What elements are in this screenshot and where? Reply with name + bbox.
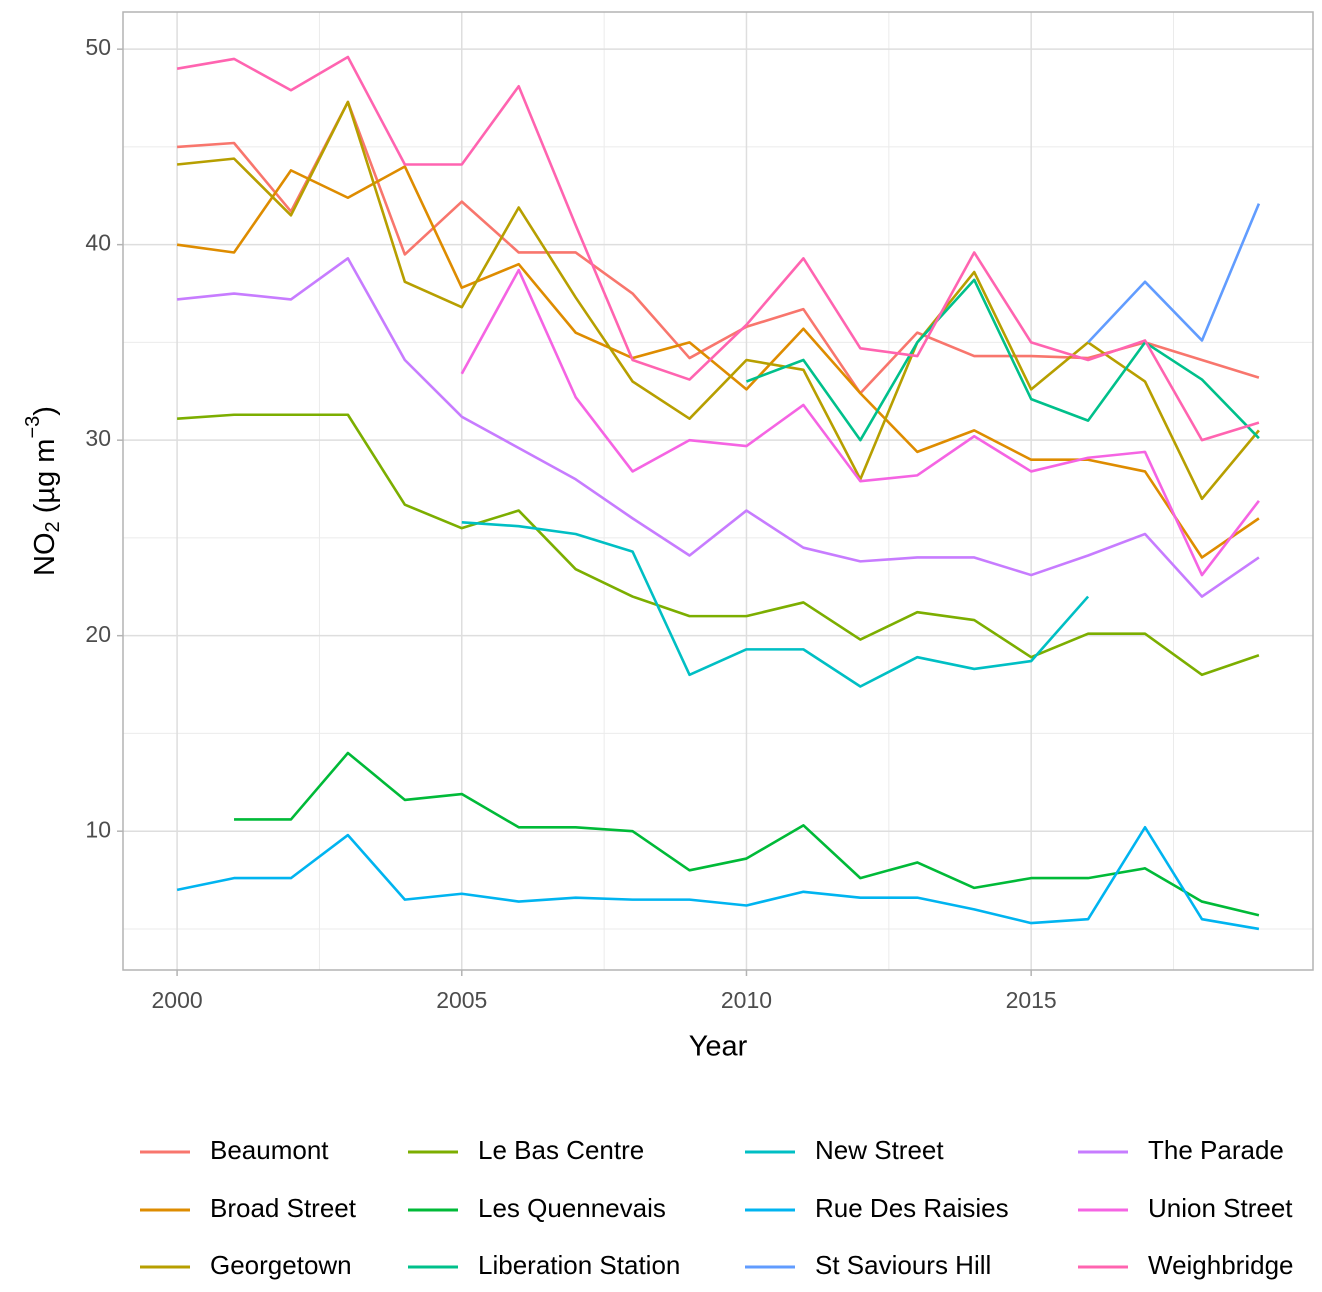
series-line	[461, 520, 1090, 688]
legend-label: Beaumont	[210, 1135, 329, 1165]
series-line	[176, 257, 1260, 598]
legend-label: St Saviours Hill	[815, 1250, 991, 1280]
series-line	[176, 55, 1260, 442]
x-axis-title: Year	[689, 1031, 748, 1063]
legend-label: New Street	[815, 1135, 944, 1165]
y-tick-label: 30	[85, 425, 111, 451]
legend-label: Union Street	[1148, 1193, 1293, 1223]
y-tick-label: 40	[85, 230, 111, 256]
series-line	[746, 278, 1260, 442]
series-line	[1087, 203, 1261, 344]
x-tick-label: 2000	[152, 987, 203, 1013]
y-tick-label: 10	[85, 816, 111, 842]
legend-label: Georgetown	[210, 1250, 352, 1280]
series-line	[460, 268, 1260, 577]
y-tick-label: 50	[85, 34, 111, 60]
legend-label: Liberation Station	[478, 1250, 680, 1280]
series-line	[176, 825, 1260, 931]
series-line	[177, 413, 1260, 677]
x-tick-label: 2005	[436, 987, 487, 1013]
panel-border	[122, 11, 1314, 971]
series-line	[176, 100, 1260, 501]
x-tick-label: 2010	[721, 987, 772, 1013]
y-tick-label: 20	[85, 621, 111, 647]
y-title-main: NO	[29, 532, 61, 576]
y-title-sup: −3	[22, 416, 44, 439]
legend-label: Broad Street	[210, 1193, 357, 1223]
legend-label: Les Quennevais	[478, 1193, 666, 1223]
x-tick-label: 2015	[1006, 987, 1057, 1013]
legend-label: The Parade	[1148, 1135, 1284, 1165]
y-title-sub: 2	[42, 521, 64, 532]
y-title-end: )	[29, 406, 61, 416]
y-title-rest: (µg m	[29, 439, 61, 522]
y-axis-title: NO2 (µg m−3)	[22, 406, 64, 576]
series-line	[234, 751, 1260, 917]
legend-label: Le Bas Centre	[478, 1135, 644, 1165]
legend-label: Weighbridge	[1148, 1250, 1294, 1280]
legend-label: Rue Des Raisies	[815, 1193, 1009, 1223]
series-line	[176, 165, 1260, 559]
